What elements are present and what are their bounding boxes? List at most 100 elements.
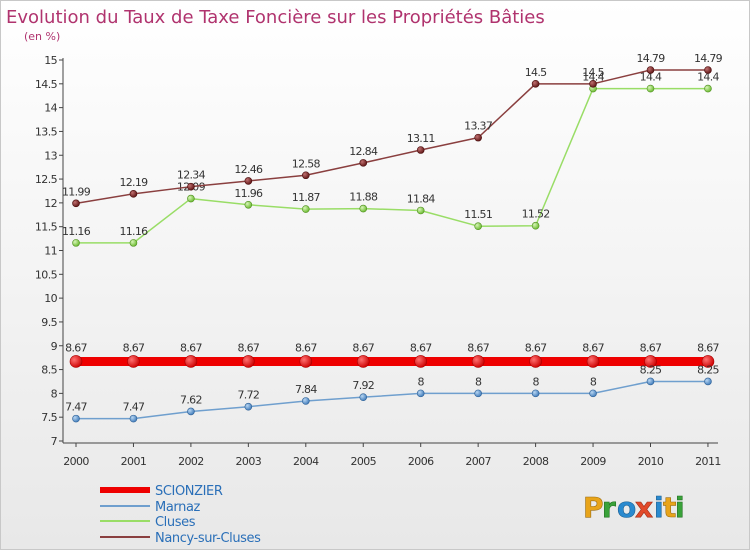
data-label-cluses: 11.84 — [407, 192, 436, 205]
x-tick-label: 2004 — [293, 455, 319, 468]
chart-title: Evolution du Taux de Taxe Foncière sur l… — [6, 7, 545, 28]
data-label-scionzier: 8.67 — [295, 341, 317, 354]
data-label-nancy-sur-cluses: 12.84 — [349, 145, 378, 158]
legend-label-marnaz: Marnaz — [155, 500, 201, 515]
data-label-nancy-sur-cluses: 12.34 — [177, 169, 206, 182]
data-label-scionzier: 8.67 — [467, 341, 489, 354]
data-label-marnaz: 8 — [418, 375, 425, 388]
x-tick-label: 2003 — [236, 455, 262, 468]
svg-text:P: P — [583, 491, 603, 524]
data-point-nancy-sur-cluses — [301, 171, 310, 180]
data-point-cluses — [416, 206, 425, 215]
data-label-cluses: 11.88 — [349, 191, 378, 204]
series-line-cluses — [76, 87, 708, 244]
data-point-marnaz — [416, 389, 425, 398]
x-tick-label: 2001 — [121, 455, 147, 468]
data-point-scionzier — [299, 355, 313, 368]
data-point-cluses — [359, 204, 368, 213]
data-label-nancy-sur-cluses: 14.5 — [582, 66, 604, 79]
y-tick-label: 10.5 — [35, 268, 58, 281]
legend-label-cluses: Cluses — [155, 515, 196, 530]
series-nancy-sur-cluses: 11.99 12.19 12.34 12.46 12.58 12.84 13.11 13.37… — [62, 52, 723, 208]
data-point-cluses — [704, 84, 712, 93]
chart-subtitle: (en %) — [24, 30, 60, 43]
data-point-scionzier — [471, 355, 485, 368]
x-tick-label: 2007 — [465, 455, 491, 468]
data-point-marnaz — [531, 389, 540, 398]
data-point-scionzier — [701, 355, 715, 368]
y-tick-label: 11 — [44, 245, 57, 258]
data-label-marnaz: 7.72 — [237, 389, 259, 402]
y-tick-label: 7 — [51, 435, 58, 448]
data-point-scionzier — [127, 355, 140, 368]
x-tick-label: 2008 — [523, 455, 549, 468]
data-point-cluses — [474, 222, 482, 231]
x-tick-label: 2009 — [580, 455, 606, 468]
data-label-marnaz: 8 — [532, 375, 539, 388]
data-label-nancy-sur-cluses: 12.19 — [119, 176, 148, 189]
data-label-cluses: 14.4 — [640, 71, 662, 84]
data-label-nancy-sur-cluses: 12.46 — [234, 163, 263, 176]
x-axis-ticks: 2000 2001 2002 2003 2004 2005 2006 2007 2008 2009… — [63, 443, 721, 468]
data-label-scionzier: 8.67 — [237, 341, 259, 354]
data-point-nancy-sur-cluses — [359, 159, 368, 167]
data-label-cluses: 11.16 — [62, 225, 91, 238]
series-marnaz: 7.47 7.47 7.62 7.72 7.84 7.92 8 8 8 8 8.25 8.25 — [65, 363, 720, 423]
data-point-scionzier — [529, 355, 542, 368]
data-point-marnaz — [704, 377, 712, 386]
data-point-nancy-sur-cluses — [244, 177, 253, 185]
data-point-cluses — [244, 200, 253, 209]
data-point-marnaz — [474, 389, 482, 398]
data-point-nancy-sur-cluses — [72, 199, 80, 208]
svg-text:t: t — [663, 491, 676, 524]
data-point-cluses — [72, 239, 80, 247]
series-cluses: 11.1611.1612.0911.9611.8711.8811.8411.51… — [62, 71, 720, 247]
svg-text:i: i — [675, 491, 685, 524]
data-label-scionzier: 8.67 — [123, 341, 145, 354]
data-point-marnaz — [129, 414, 138, 423]
x-tick-label: 2010 — [638, 455, 664, 468]
svg-text:o: o — [617, 491, 636, 524]
x-tick-label: 2000 — [63, 455, 89, 468]
data-point-cluses — [187, 194, 195, 203]
data-label-marnaz: 7.62 — [180, 393, 202, 406]
y-tick-label: 8.5 — [41, 364, 57, 377]
data-point-scionzier — [414, 355, 428, 368]
proxiti-logo: P r o x i t i — [583, 491, 685, 525]
data-point-scionzier — [644, 355, 657, 368]
data-label-scionzier: 8.67 — [352, 341, 374, 354]
data-point-cluses — [531, 221, 540, 230]
y-tick-label: 15 — [44, 54, 57, 67]
data-label-nancy-sur-cluses: 13.11 — [407, 132, 435, 145]
x-tick-label: 2011 — [695, 455, 721, 468]
data-point-nancy-sur-cluses — [474, 133, 482, 142]
data-label-nancy-sur-cluses: 12.58 — [292, 157, 321, 170]
data-label-cluses: 11.16 — [119, 225, 148, 238]
y-tick-label: 12 — [44, 197, 57, 210]
x-tick-label: 2006 — [408, 455, 434, 468]
x-tick-label: 2002 — [178, 455, 204, 468]
data-point-nancy-sur-cluses — [187, 182, 195, 191]
data-point-nancy-sur-cluses — [704, 66, 712, 74]
data-label-scionzier: 8.67 — [410, 341, 432, 354]
data-point-scionzier — [356, 355, 370, 368]
data-label-nancy-sur-cluses: 13.37 — [464, 120, 493, 133]
data-point-marnaz — [589, 389, 597, 398]
data-point-nancy-sur-cluses — [589, 80, 597, 88]
data-label-nancy-sur-cluses: 14.79 — [694, 52, 723, 65]
data-label-marnaz: 7.47 — [123, 401, 145, 414]
y-tick-label: 11.5 — [35, 221, 58, 234]
series-scionzier: 8.67 8.67 8.67 8.67 8.67 8.67 8.67 8.67 8.67 8.67… — [65, 341, 720, 368]
data-point-marnaz — [187, 407, 195, 416]
data-label-marnaz: 7.84 — [295, 383, 317, 396]
data-label-cluses: 14.4 — [582, 71, 604, 84]
y-tick-label: 13.5 — [35, 125, 58, 138]
data-label-cluses: 11.87 — [292, 191, 321, 204]
data-point-marnaz — [359, 393, 368, 401]
y-tick-label: 12.5 — [35, 173, 58, 186]
data-label-scionzier: 8.67 — [525, 341, 547, 354]
data-point-nancy-sur-cluses — [416, 146, 425, 154]
data-point-scionzier — [586, 355, 600, 368]
